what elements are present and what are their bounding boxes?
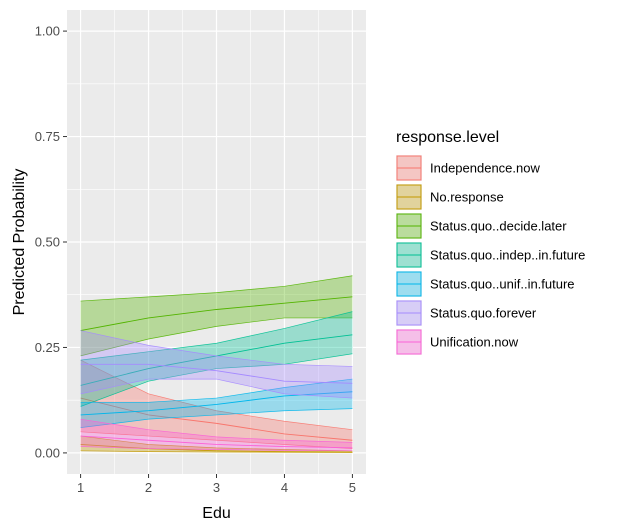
legend: response.level Independence.now No.respon… [396,129,585,355]
ribbon-3 [80,311,353,407]
y-axis-title: Predicted Probability [11,169,28,316]
ribbon-edge-upper-2 [80,275,353,302]
ribbon-0 [80,360,353,449]
y-tick-label: 0.50 [35,235,60,250]
x-axis-title: Edu [202,505,230,522]
legend-label: Status.quo..decide.later [430,219,567,234]
series-line-1 [80,444,353,453]
legend-label: Unification.now [430,335,519,350]
x-tick-label: 3 [213,480,220,495]
ribbon-edge-upper-4 [80,378,353,403]
series-line-6 [80,435,353,449]
ribbon-edge-lower-1 [80,450,353,453]
ribbon-4 [80,379,353,428]
legend-title: response.level [396,129,499,146]
ribbon-edge-lower-2 [80,317,353,357]
y-axis: 0.00 0.25 0.50 0.75 1.00 [35,24,67,460]
legend-label: Status.quo.forever [430,306,537,321]
ribbon-6 [80,419,353,451]
ribbon-edge-lower-5 [80,378,353,399]
ribbon-edge-lower-3 [80,353,353,407]
ribbon-edge-lower-4 [80,408,353,428]
x-axis: 1 2 3 4 5 [77,474,356,495]
series-line-4 [80,391,353,416]
series-line-0 [80,397,353,441]
x-tick-label: 5 [349,480,356,495]
legend-label: No.response [430,190,504,205]
ribbon-edge-upper-5 [80,330,353,367]
legend-label: Independence.now [430,161,540,176]
legend-label: Status.quo..unif..in.future [430,277,575,292]
y-tick-label: 1.00 [35,24,60,39]
major-gridlines [67,10,366,474]
series-line-5 [80,363,353,384]
series-line-2 [80,296,353,332]
ribbon-edge-upper-1 [80,435,353,452]
ribbon-edge-upper-6 [80,418,353,443]
ribbons [80,275,353,453]
ribbon-edge-upper-0 [80,359,353,431]
x-tick-label: 4 [281,480,288,495]
x-tick-label: 2 [145,480,152,495]
ribbon-edge-lower-0 [80,431,353,450]
ribbon-edge-upper-3 [80,311,353,361]
x-tick-label: 1 [77,480,84,495]
ribbon-2 [80,275,353,356]
y-tick-label: 0.75 [35,129,60,144]
legend-label: Status.quo..indep..in.future [430,248,585,263]
ribbon-edge-lower-6 [80,446,353,452]
y-tick-label: 0.25 [35,340,60,355]
y-tick-label: 0.00 [35,445,60,460]
